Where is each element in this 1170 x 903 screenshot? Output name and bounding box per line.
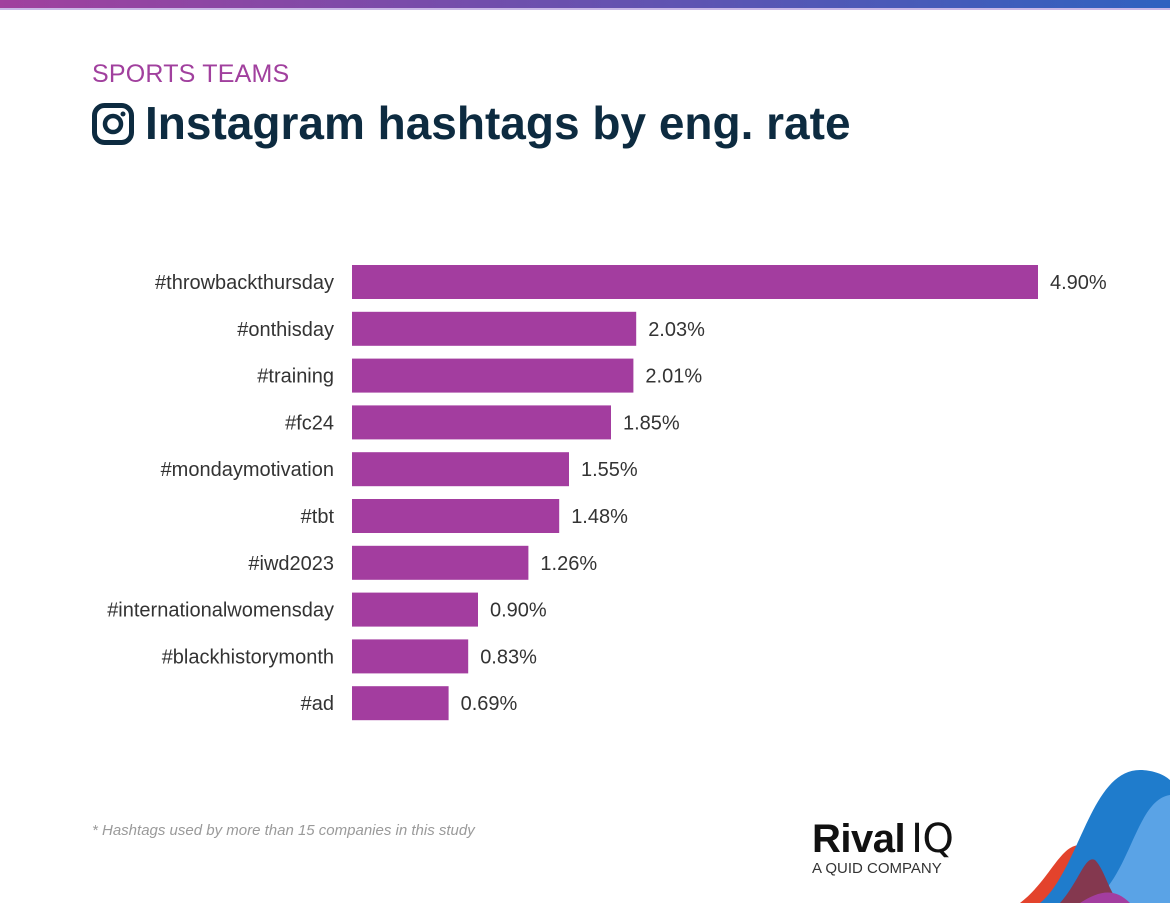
value-label: 1.26% xyxy=(540,553,597,575)
logo-suffix: IQ xyxy=(911,816,954,862)
value-label: 1.55% xyxy=(581,459,638,481)
top-gradient-bar xyxy=(0,0,1170,8)
instagram-icon xyxy=(92,103,134,145)
category-label: #fc24 xyxy=(285,412,334,434)
bar xyxy=(352,592,478,627)
bar xyxy=(352,545,529,580)
logo-name: Rival xyxy=(812,817,906,861)
bar xyxy=(352,311,637,346)
category-label: #mondaymotivation xyxy=(161,459,334,481)
footnote: * Hashtags used by more than 15 companie… xyxy=(92,822,475,839)
chart-subtitle: SPORTS TEAMS xyxy=(92,60,290,88)
category-label: #blackhistorymonth xyxy=(162,646,334,668)
value-label: 0.90% xyxy=(490,600,547,622)
value-label: 2.01% xyxy=(645,366,702,388)
category-label: #ad xyxy=(301,693,334,715)
value-label: 0.83% xyxy=(480,646,537,668)
logo-tagline: A QUID COMPANY xyxy=(812,860,942,877)
value-label: 2.03% xyxy=(648,319,705,341)
category-label: #internationalwomensday xyxy=(107,600,334,622)
bar xyxy=(352,405,611,440)
category-label: #throwbackthursday xyxy=(155,272,334,294)
bar xyxy=(352,452,569,487)
chart-title: Instagram hashtags by eng. rate xyxy=(145,97,851,149)
bar xyxy=(352,499,560,533)
top-divider xyxy=(0,8,1170,10)
value-label: 4.90% xyxy=(1050,272,1107,294)
decorative-waves xyxy=(1020,770,1170,903)
category-label: #iwd2023 xyxy=(248,553,334,575)
value-label: 1.48% xyxy=(571,506,628,528)
value-label: 0.69% xyxy=(461,693,518,715)
category-label: #training xyxy=(257,366,334,388)
category-label: #tbt xyxy=(301,506,335,528)
rival-iq-logo: Rival IQ xyxy=(812,816,954,862)
category-label: #onthisday xyxy=(237,319,334,341)
bar xyxy=(352,265,1038,299)
value-label: 1.85% xyxy=(623,412,680,434)
bar xyxy=(352,358,634,393)
bar xyxy=(352,639,469,674)
bar xyxy=(352,686,449,721)
